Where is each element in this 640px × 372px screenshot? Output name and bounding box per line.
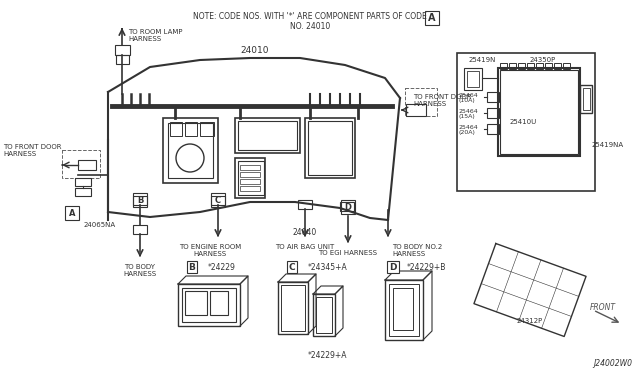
Bar (133, 225, 147, 234)
Text: 25419N: 25419N (469, 57, 497, 63)
Text: FRONT: FRONT (590, 304, 616, 312)
Text: D: D (344, 202, 351, 212)
Bar (235, 158, 265, 198)
Bar (170, 122, 182, 136)
Text: 25419NA: 25419NA (592, 142, 624, 148)
Text: 24065NA: 24065NA (84, 222, 116, 228)
Text: TO BODY NO.2
HARNESS: TO BODY NO.2 HARNESS (392, 244, 442, 257)
Bar (305, 118, 355, 178)
Bar (62, 150, 100, 178)
Bar (278, 282, 308, 334)
Text: NO. 24010: NO. 24010 (290, 22, 330, 31)
Bar (308, 121, 352, 175)
Text: 24040: 24040 (293, 228, 317, 237)
Bar (163, 118, 218, 183)
Bar (545, 63, 552, 69)
Text: TO AIR BAG UNIT: TO AIR BAG UNIT (275, 244, 335, 250)
Text: TO BODY
HARNESS: TO BODY HARNESS (124, 264, 157, 277)
Text: C: C (215, 196, 221, 205)
Bar (185, 291, 207, 315)
Bar (487, 108, 499, 118)
Bar (341, 200, 355, 214)
Bar (235, 118, 300, 153)
Bar (238, 121, 297, 150)
Bar (316, 297, 332, 333)
Text: D: D (389, 263, 397, 272)
Bar (182, 288, 236, 322)
Text: TO EGI HARNESS: TO EGI HARNESS (319, 250, 378, 256)
Text: 24312P: 24312P (517, 318, 543, 324)
Text: *24229: *24229 (208, 263, 236, 272)
Bar (467, 71, 479, 87)
Bar (240, 172, 260, 177)
Bar (527, 63, 534, 69)
Bar (238, 161, 264, 195)
Text: *24229+B: *24229+B (407, 263, 446, 272)
Text: B: B (189, 263, 195, 272)
Bar (457, 53, 595, 191)
Bar (240, 165, 260, 170)
Bar (406, 104, 426, 116)
Bar (464, 68, 482, 90)
Text: C: C (289, 263, 295, 272)
Bar (298, 200, 312, 209)
Bar (281, 285, 305, 331)
Text: *24229+A: *24229+A (308, 350, 348, 359)
Text: B: B (137, 196, 143, 205)
Bar (65, 206, 79, 220)
Bar (425, 11, 439, 25)
Bar (500, 63, 507, 69)
Bar (211, 193, 225, 207)
Text: *24345+A: *24345+A (308, 263, 348, 272)
Bar (340, 202, 354, 211)
Text: TO ENGINE ROOM
HARNESS: TO ENGINE ROOM HARNESS (179, 244, 241, 257)
Bar (583, 88, 590, 110)
Text: TO FRONT DOOR
HARNESS: TO FRONT DOOR HARNESS (3, 144, 61, 157)
Bar (518, 63, 525, 69)
Bar (389, 284, 419, 336)
Text: 25464
(20A): 25464 (20A) (459, 125, 479, 135)
Text: 24350P: 24350P (530, 57, 556, 63)
Bar (509, 63, 516, 69)
Bar (210, 291, 228, 315)
Bar (487, 124, 499, 134)
Text: A: A (428, 13, 436, 23)
Bar (78, 160, 96, 170)
Text: TO ROOM LAMP
HARNESS: TO ROOM LAMP HARNESS (128, 29, 182, 42)
Bar (115, 45, 130, 55)
Bar (211, 196, 225, 205)
Bar (75, 178, 91, 186)
Text: TO FRONT DOOR
HARNESS: TO FRONT DOOR HARNESS (413, 93, 472, 106)
Bar (116, 55, 129, 64)
Bar (168, 123, 213, 178)
Bar (313, 294, 335, 336)
Bar (405, 88, 437, 116)
Bar (240, 179, 260, 184)
Bar (500, 70, 578, 154)
Bar (185, 122, 197, 136)
Text: 24010: 24010 (241, 45, 269, 55)
Bar (200, 122, 214, 136)
Bar (580, 85, 592, 113)
Bar (385, 280, 423, 340)
Bar (554, 63, 561, 69)
Text: J24002W0: J24002W0 (593, 359, 632, 368)
Bar (133, 193, 147, 207)
Text: NOTE: CODE NOS. WITH '*' ARE COMPONENT PARTS OF CODE: NOTE: CODE NOS. WITH '*' ARE COMPONENT P… (193, 12, 427, 21)
Bar (536, 63, 543, 69)
Bar (498, 68, 580, 156)
Bar (133, 196, 147, 205)
Text: 25464
(15A): 25464 (15A) (459, 109, 479, 119)
Bar (563, 63, 570, 69)
Bar (178, 284, 240, 326)
Text: 25410U: 25410U (510, 119, 537, 125)
Bar (487, 92, 499, 102)
Text: A: A (68, 208, 76, 218)
Bar (240, 186, 260, 191)
Text: 25464
(10A): 25464 (10A) (459, 93, 479, 103)
Bar (75, 188, 91, 196)
Bar (393, 288, 413, 330)
